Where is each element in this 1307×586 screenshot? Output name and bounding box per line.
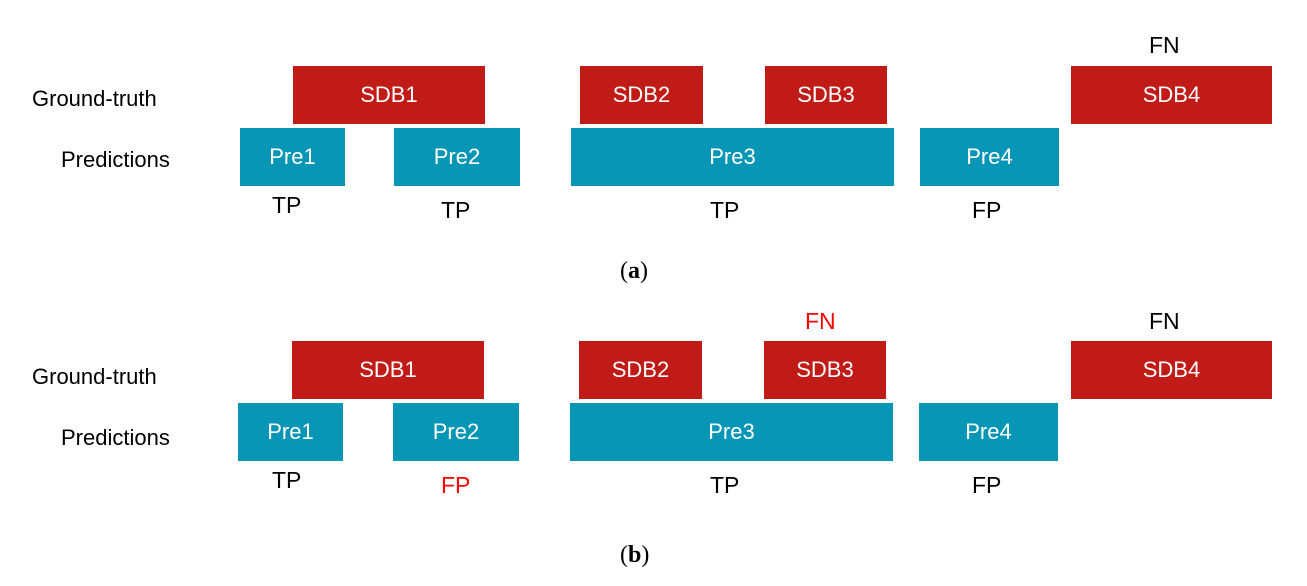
pre1-tag: TP [272, 467, 302, 493]
ground-truth-box-sdb4: SDB4 [1071, 66, 1272, 124]
prediction-box-pre1: Pre1 [240, 128, 345, 186]
pre1-tag: TP [272, 192, 302, 218]
pre4-tag: FP [972, 472, 1002, 498]
ground-truth-box-sdb3: SDB3 [765, 66, 887, 124]
panel-a: Ground-truth Predictions FN SDB1 SDB2 SD… [0, 0, 1307, 284]
pre3-tag: TP [710, 197, 740, 223]
pre3-tag: TP [710, 472, 740, 498]
prediction-box-pre3: Pre3 [570, 403, 893, 461]
predictions-row-label: Predictions [61, 147, 170, 172]
prediction-box-pre2: Pre2 [394, 128, 520, 186]
ground-truth-box-sdb1: SDB1 [293, 66, 485, 124]
prediction-box-pre4: Pre4 [919, 403, 1058, 461]
prediction-box-pre1: Pre1 [238, 403, 343, 461]
pre4-tag: FP [972, 197, 1002, 223]
sdb3-fn-tag: FN [805, 308, 836, 334]
prediction-box-pre3: Pre3 [571, 128, 894, 186]
predictions-row-label: Predictions [61, 425, 170, 450]
pre2-tag: TP [441, 197, 471, 223]
panel-b: Ground-truth Predictions FN FN SDB1 SDB2… [0, 278, 1307, 568]
ground-truth-box-sdb2: SDB2 [580, 66, 703, 124]
ground-truth-row-label: Ground-truth [32, 86, 157, 111]
prediction-box-pre4: Pre4 [920, 128, 1059, 186]
panel-caption: (b) [620, 542, 650, 568]
sdb4-fn-tag: FN [1149, 32, 1180, 58]
ground-truth-box-sdb2: SDB2 [579, 341, 702, 399]
ground-truth-box-sdb3: SDB3 [764, 341, 886, 399]
ground-truth-box-sdb1: SDB1 [292, 341, 484, 399]
ground-truth-row-label: Ground-truth [32, 364, 157, 389]
prediction-box-pre2: Pre2 [393, 403, 519, 461]
sdb4-fn-tag: FN [1149, 308, 1180, 334]
panel-caption: (a) [620, 258, 648, 284]
ground-truth-box-sdb4: SDB4 [1071, 341, 1272, 399]
pre2-tag: FP [441, 472, 471, 498]
